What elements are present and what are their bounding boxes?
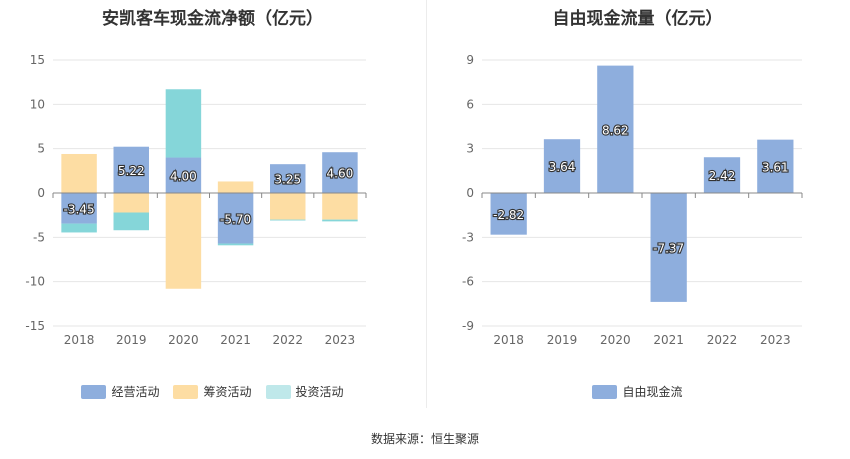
bar (543, 139, 581, 193)
legend-swatch (81, 384, 107, 399)
y-tick-label: 0 (37, 186, 45, 200)
y-tick-label: -10 (25, 275, 45, 289)
legend: 经营活动 筹资活动 投资活动 (0, 383, 425, 400)
x-tick-label: 2022 (272, 333, 303, 347)
bar (165, 193, 202, 289)
legend-label: 投资活动 (295, 385, 344, 399)
panel-divider (426, 0, 427, 408)
x-tick-label: 2020 (168, 333, 199, 347)
bar (703, 157, 741, 193)
y-tick-label: -5 (33, 230, 45, 244)
x-tick-label: 2018 (493, 333, 524, 347)
data-label: 4.60 (327, 167, 354, 181)
bar (113, 146, 149, 193)
bar (113, 212, 149, 231)
y-tick-label: 6 (466, 97, 474, 111)
bar (61, 223, 97, 233)
legend: 自由现金流 (425, 383, 850, 400)
y-tick-label: 5 (37, 142, 45, 156)
y-tick-label: -6 (462, 275, 474, 289)
bar (270, 219, 306, 221)
bar (61, 153, 97, 193)
legend-label: 自由现金流 (622, 385, 683, 399)
data-label: 5.22 (118, 164, 145, 178)
y-tick-label: 3 (466, 142, 474, 156)
bar (650, 193, 687, 302)
legend-label: 经营活动 (111, 385, 160, 399)
data-label: -3.45 (64, 202, 95, 216)
x-tick-label: 2022 (707, 333, 738, 347)
x-tick-label: 2019 (547, 333, 578, 347)
legend-item-financing[interactable]: 筹资活动 (173, 383, 252, 400)
bar (597, 65, 634, 193)
free-cashflow-chart: 9 6 3 0 -3 -6 -9 2018 2019 2020 2021 2022 2023 -2.82 3… (462, 53, 803, 347)
x-tick-label: 2023 (760, 333, 791, 347)
x-tick-label: 2019 (116, 333, 147, 347)
data-label: 3.61 (762, 160, 789, 174)
legend-item-free-cashflow[interactable]: 自由现金流 (592, 383, 683, 400)
data-label: -5.70 (220, 212, 251, 226)
y-tick-label: -15 (25, 319, 45, 333)
legend-item-investing[interactable]: 投资活动 (265, 383, 344, 400)
bar (322, 219, 358, 222)
legend-label: 筹资活动 (203, 385, 252, 399)
bar (217, 181, 254, 193)
chart-title: 安凯客车现金流净额（亿元） (102, 9, 323, 29)
bar (61, 193, 97, 224)
data-label: 4.00 (170, 169, 197, 183)
bar (322, 152, 358, 193)
data-label: 3.64 (549, 160, 576, 174)
data-label: 3.25 (274, 173, 301, 187)
data-label: 2.42 (709, 169, 736, 183)
legend-swatch (173, 384, 199, 399)
x-tick-label: 2023 (325, 333, 356, 347)
bar (490, 193, 527, 235)
free-cashflow-panel: 自由现金流量（亿元） 9 6 3 0 -3 -6 -9 2018 2019 2020 2021 202… (425, 0, 850, 420)
bar (217, 243, 254, 246)
y-tick-label: 9 (466, 53, 474, 67)
bar (270, 193, 306, 220)
y-tick-label: 15 (30, 53, 45, 67)
y-tick-label: -9 (462, 319, 474, 333)
x-tick-label: 2021 (220, 333, 251, 347)
cashflow-net-chart: 15 10 5 0 -5 -10 -15 2018 2019 2020 2021 2022 2023 -3… (25, 53, 367, 347)
bar (165, 157, 202, 193)
bar (322, 193, 358, 220)
data-label: 8.62 (602, 123, 629, 137)
y-tick-label: 0 (466, 186, 474, 200)
data-label: -2.82 (493, 208, 524, 222)
x-tick-label: 2018 (64, 333, 95, 347)
chart-title: 自由现金流量（亿元） (552, 9, 723, 29)
y-tick-label: -3 (462, 230, 474, 244)
bar (270, 164, 306, 193)
cashflow-net-panel: 安凯客车现金流净额（亿元） 15 10 5 0 -5 -10 -15 2018 2019 2020… (0, 0, 425, 420)
bar (165, 89, 202, 158)
data-label: -7.37 (653, 241, 684, 255)
source-note: 数据来源：恒生聚源 (370, 432, 479, 446)
x-tick-label: 2021 (653, 333, 684, 347)
x-tick-label: 2020 (600, 333, 631, 347)
bar (217, 193, 254, 244)
y-tick-label: 10 (30, 97, 45, 111)
bar (757, 139, 794, 193)
bar (113, 193, 149, 213)
legend-item-operating[interactable]: 经营活动 (81, 383, 159, 400)
legend-swatch (265, 384, 291, 399)
legend-swatch (592, 384, 618, 399)
